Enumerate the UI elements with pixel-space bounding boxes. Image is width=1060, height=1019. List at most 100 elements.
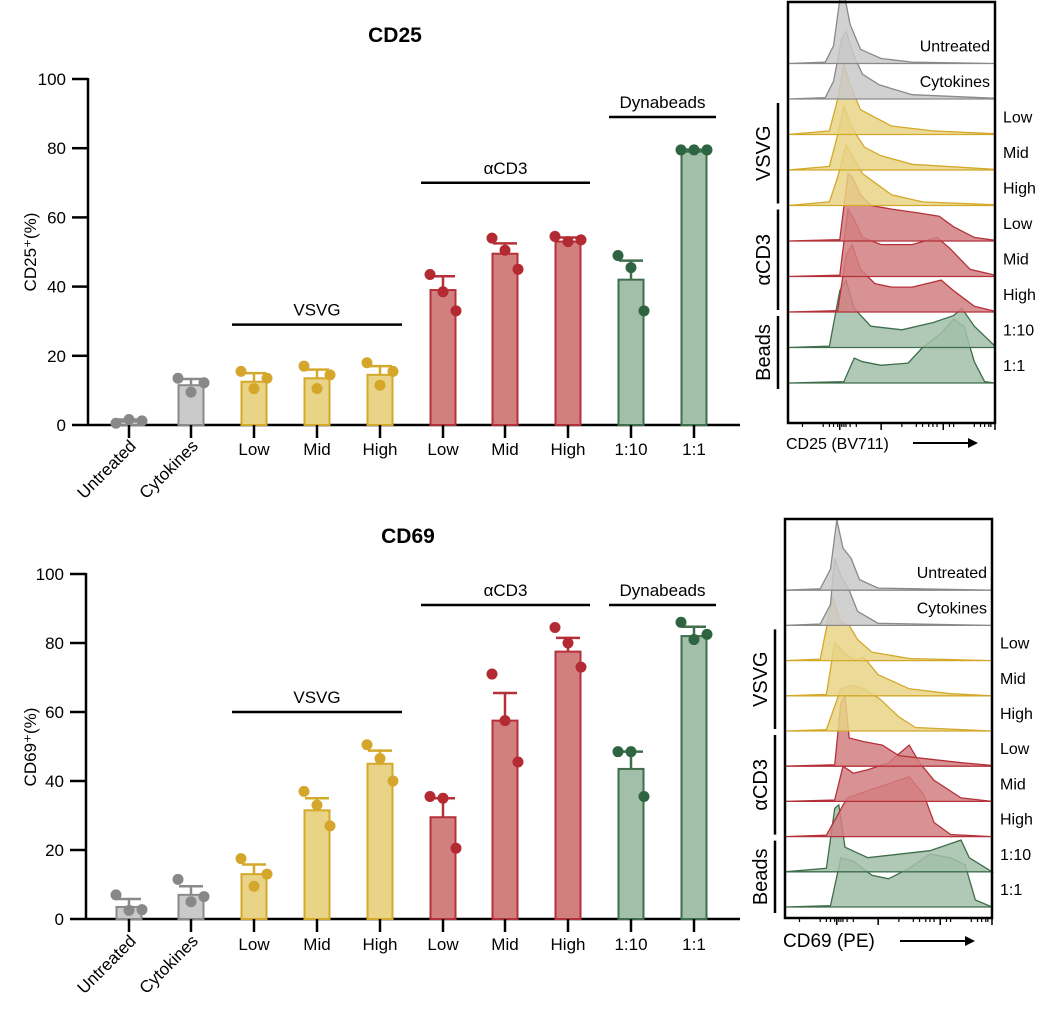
cd25-bar-chart: CD25 CD25⁺(%) 0 20 40 60 80 100 UntreatedCytok… [21, 24, 740, 503]
track-label: Untreated [917, 565, 987, 582]
group-side-label: VSVG [753, 125, 775, 181]
bar [680, 150, 708, 426]
data-point [123, 413, 135, 425]
histogram-track [787, 172, 996, 242]
group-bracket-label: VSVG [293, 301, 340, 320]
data-point [612, 249, 624, 261]
track-label: Low [1000, 741, 1030, 758]
y-axis-label: CD69⁺(%) [21, 708, 40, 787]
group-bracket-label: Dynabeads [619, 581, 705, 600]
data-point [625, 746, 637, 758]
y-tick-label: 100 [38, 70, 66, 89]
data-point [675, 616, 687, 628]
track-label: 1:1 [1000, 882, 1022, 899]
cd69-histogram-panel: Untreated Cytokines Low Mid High Low Mid High 1:… [750, 517, 1033, 952]
track-label: Untreated [920, 39, 990, 56]
data-point [374, 753, 386, 765]
y-tick-label: 20 [45, 841, 64, 860]
data-point [562, 236, 574, 248]
data-point [261, 868, 273, 880]
bar [429, 816, 457, 920]
bar [491, 719, 519, 920]
x-tick-label: High [363, 440, 398, 459]
track-label: Cytokines [920, 74, 990, 91]
x-tick-label: Mid [303, 935, 330, 954]
group-side-label: Beads [750, 848, 772, 905]
track-label: 1:10 [1003, 323, 1034, 340]
y-tick-label: 60 [45, 703, 64, 722]
data-point [198, 891, 210, 903]
data-point [512, 756, 524, 768]
group-side-label: αCD3 [750, 759, 772, 811]
track-label: Low [1003, 216, 1033, 233]
data-point [198, 377, 210, 389]
histogram-frame [783, 517, 994, 920]
bar [617, 767, 645, 920]
y-tick-label: 60 [47, 208, 66, 227]
data-point [486, 668, 498, 680]
y-tick-label: 80 [45, 634, 64, 653]
x-tick-label: High [551, 935, 586, 954]
x-tick-label: 1:1 [682, 440, 706, 459]
histogram-track [787, 143, 996, 207]
x-tick-label: 1:10 [614, 440, 647, 459]
group-side-label: αCD3 [753, 234, 775, 286]
data-point [172, 873, 184, 885]
data-point [298, 785, 310, 797]
cd69-bar-chart: CD69 CD69⁺(%) 0 20 40 60 80 100 UntreatedCytok… [21, 525, 740, 998]
group-bracket-label: Dynabeads [619, 93, 705, 112]
histogram-track [784, 519, 993, 591]
data-point [549, 621, 561, 633]
bar [491, 252, 519, 426]
x-axis-label: CD69 (PE) [783, 931, 875, 952]
chart-title: CD69 [381, 525, 435, 548]
bar [554, 650, 582, 920]
x-tick-label: Mid [491, 440, 518, 459]
arrow-head-icon [965, 936, 975, 946]
y-tick-label: 0 [57, 416, 66, 435]
data-point [298, 360, 310, 372]
data-point [688, 144, 700, 156]
data-point [512, 263, 524, 275]
data-point [437, 792, 449, 804]
x-tick-label: Cytokines [136, 436, 202, 502]
data-point [311, 383, 323, 395]
histogram-track [784, 641, 993, 697]
data-point [324, 820, 336, 832]
y-tick-label: 20 [47, 347, 66, 366]
data-point [499, 244, 511, 256]
data-point [499, 715, 511, 727]
group-bracket-label: VSVG [293, 688, 340, 707]
x-tick-label: Low [238, 440, 270, 459]
y-tick-label: 80 [47, 139, 66, 158]
data-point [675, 144, 687, 156]
histogram-frame [786, 0, 997, 425]
data-point [311, 799, 323, 811]
data-point [575, 661, 587, 673]
histogram-track [784, 744, 993, 803]
track-label: High [1003, 181, 1036, 198]
y-tick-label: 40 [47, 278, 66, 297]
data-point [424, 268, 436, 280]
x-tick-label: Mid [491, 935, 518, 954]
y-tick-label: 100 [36, 565, 64, 584]
data-point [387, 365, 399, 377]
track-label: High [1000, 706, 1033, 723]
track-label: Mid [1000, 671, 1026, 688]
data-point [110, 417, 122, 429]
bar [554, 240, 582, 426]
data-point [612, 746, 624, 758]
track-label: Mid [1000, 776, 1026, 793]
track-label: 1:10 [1000, 847, 1031, 864]
data-point [172, 372, 184, 384]
data-point [562, 637, 574, 649]
x-tick-label: 1:1 [682, 935, 706, 954]
data-point [123, 904, 135, 916]
data-point [638, 305, 650, 317]
data-point [374, 379, 386, 391]
group-side-label: Beads [753, 324, 775, 381]
data-point [625, 262, 637, 274]
data-point [549, 230, 561, 242]
bar [680, 635, 708, 920]
